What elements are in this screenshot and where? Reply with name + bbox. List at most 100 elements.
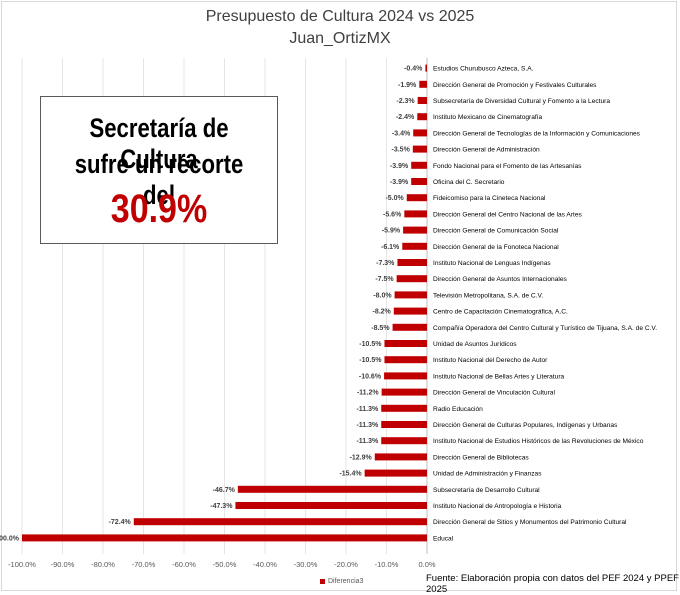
category-label: Dirección General de Comunicación Social bbox=[433, 228, 559, 235]
data-label: -46.7% bbox=[213, 487, 236, 494]
legend-swatch bbox=[320, 578, 325, 584]
bar bbox=[381, 404, 427, 412]
bar bbox=[411, 178, 427, 185]
data-label: -15.4% bbox=[339, 471, 362, 478]
bar bbox=[411, 161, 427, 169]
callout-box: Secretaría de Cultura sufre un recorte d… bbox=[40, 96, 278, 244]
category-label: Subsecretaría de Diversidad Cultural y F… bbox=[433, 98, 610, 105]
category-label: Instituto Nacional de Bellas Artes y Lit… bbox=[433, 373, 565, 380]
data-label: -3.9% bbox=[390, 179, 409, 186]
bar bbox=[404, 210, 427, 218]
callout-line-1: Secretaría de Cultura bbox=[89, 113, 229, 174]
legend: Diferencia3 bbox=[320, 578, 363, 585]
bar bbox=[235, 502, 427, 509]
data-label: -100.0% bbox=[0, 535, 20, 542]
data-label: -3.9% bbox=[390, 163, 409, 170]
category-label: Radio Educación bbox=[433, 406, 483, 413]
category-label: Compañía Operadora del Centro Cultural y… bbox=[433, 325, 657, 332]
source-note: Fuente: Elaboración propia con datos del… bbox=[426, 573, 679, 595]
category-label: Subsecretaría de Desarrollo Cultural bbox=[433, 487, 540, 494]
bar bbox=[396, 275, 427, 283]
data-label: -2.4% bbox=[396, 114, 415, 121]
category-label: Dirección General de Culturas Populares,… bbox=[433, 422, 618, 429]
category-label: Fideicomiso para la Cineteca Nacional bbox=[433, 195, 546, 202]
data-label: -10.5% bbox=[359, 341, 382, 348]
data-label: -7.3% bbox=[376, 260, 395, 267]
data-label: -5.6% bbox=[383, 211, 402, 218]
data-label: -12.9% bbox=[350, 454, 373, 461]
data-label: -1.9% bbox=[398, 82, 417, 89]
x-tick-label: -70.0% bbox=[132, 560, 156, 569]
data-label: -10.6% bbox=[359, 373, 382, 380]
bar bbox=[381, 388, 427, 396]
x-tick-label: -80.0% bbox=[91, 560, 115, 569]
category-label: Televisión Metropolitana, S.A. de C.V. bbox=[433, 292, 543, 299]
bar bbox=[384, 356, 427, 364]
category-label: Dirección General de Promoción y Festiva… bbox=[433, 82, 597, 89]
bar bbox=[402, 242, 427, 250]
category-label: Instituto Nacional de Estudios Histórico… bbox=[433, 438, 644, 445]
x-tick-label: -40.0% bbox=[253, 560, 277, 569]
bar bbox=[419, 80, 427, 88]
chart-title: Presupuesto de Cultura 2024 vs 2025 bbox=[205, 8, 475, 25]
bar bbox=[22, 534, 427, 542]
bar bbox=[381, 421, 427, 428]
x-tick-label: 0.0% bbox=[418, 560, 435, 569]
bar bbox=[413, 129, 427, 137]
category-label: Dirección General de Tecnologías de la I… bbox=[433, 130, 641, 137]
category-label: Dirección General de Bibliotecas bbox=[433, 454, 529, 461]
callout-percent: 30.9% bbox=[110, 187, 208, 231]
data-label: -47.3% bbox=[210, 503, 233, 510]
x-tick-label: -60.0% bbox=[172, 560, 196, 569]
bar bbox=[403, 226, 427, 234]
x-tick-label: -100.0% bbox=[8, 560, 36, 569]
data-label: -10.5% bbox=[359, 357, 382, 364]
data-label: -3.5% bbox=[392, 147, 411, 154]
data-label: -8.5% bbox=[371, 325, 390, 332]
data-label: -8.2% bbox=[372, 309, 391, 316]
data-label: -72.4% bbox=[109, 519, 132, 526]
data-label: -11.3% bbox=[356, 406, 379, 413]
category-label: Dirección General de la Fonoteca Naciona… bbox=[433, 244, 559, 251]
bar bbox=[381, 437, 427, 445]
x-tick-label: -20.0% bbox=[334, 560, 358, 569]
category-label: Unidad de Asuntos Jurídicos bbox=[433, 341, 517, 348]
bar bbox=[237, 485, 427, 493]
bar bbox=[406, 194, 427, 202]
bar bbox=[417, 97, 427, 104]
category-label: Instituto Nacional del Derecho de Autor bbox=[433, 357, 548, 364]
data-label: -7.5% bbox=[375, 276, 394, 283]
chart-subtitle: Juan_OrtizMX bbox=[289, 30, 391, 47]
bar bbox=[417, 113, 427, 121]
data-label: -5.9% bbox=[382, 228, 401, 235]
bar bbox=[384, 372, 427, 380]
bar bbox=[374, 453, 427, 461]
data-label: -8.0% bbox=[373, 292, 392, 299]
x-tick-label: -90.0% bbox=[51, 560, 75, 569]
category-label: Educal bbox=[433, 535, 454, 542]
category-label: Instituto Mexicano de Cinematografía bbox=[433, 114, 543, 121]
x-tick-label: -10.0% bbox=[375, 560, 399, 569]
category-label: Dirección General del Centro Nacional de… bbox=[433, 211, 583, 218]
data-label: -11.2% bbox=[357, 390, 380, 397]
data-label: -6.1% bbox=[381, 244, 400, 251]
bar bbox=[425, 64, 427, 72]
bar bbox=[364, 469, 427, 477]
data-label: -0.4% bbox=[404, 66, 423, 73]
category-label: Instituto Nacional de Antropología e His… bbox=[433, 503, 562, 510]
category-label: Dirección General de Sitios y Monumentos… bbox=[433, 519, 627, 526]
category-label: Dirección General de Administración bbox=[433, 147, 540, 154]
category-label: Oficina del C. Secretario bbox=[433, 179, 505, 186]
category-label: Fondo Nacional para el Fomento de las Ar… bbox=[433, 163, 582, 170]
category-label: Estudios Churubusco Azteca, S.A. bbox=[433, 66, 534, 73]
category-label: Dirección General de Vinculación Cultura… bbox=[433, 390, 555, 397]
category-label: Unidad de Administración y Finanzas bbox=[433, 471, 542, 478]
bar bbox=[392, 323, 427, 331]
bar bbox=[384, 340, 427, 347]
data-label: -3.4% bbox=[392, 130, 411, 137]
category-label: Instituto Nacional de Lenguas Indígenas bbox=[433, 260, 551, 267]
category-label: Centro de Capacitación Cinematográfica, … bbox=[433, 309, 568, 316]
x-tick-label: -50.0% bbox=[213, 560, 237, 569]
